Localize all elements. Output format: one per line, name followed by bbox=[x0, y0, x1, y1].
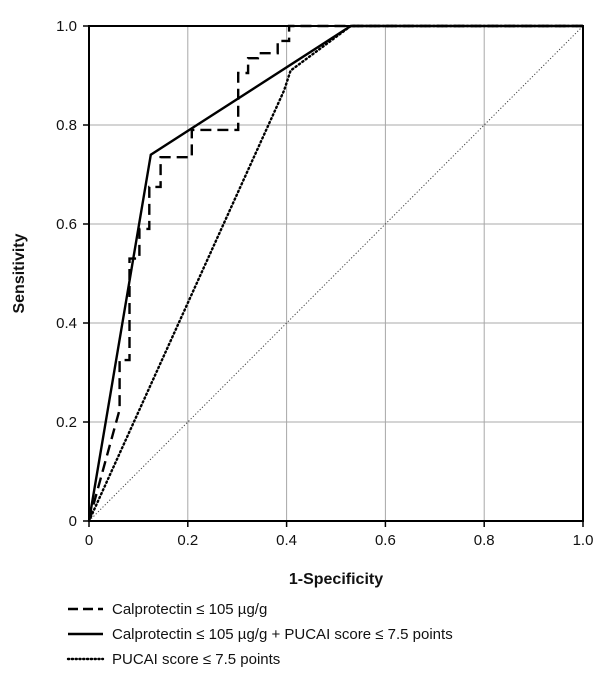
y-tick-label: 1.0 bbox=[56, 18, 77, 35]
legend: Calprotectin ≤ 105 µg/g Calprotectin ≤ 10… bbox=[66, 601, 453, 668]
legend-item-combined: Calprotectin ≤ 105 µg/g + PUCAI score ≤ … bbox=[68, 626, 453, 643]
x-tick-label: 0.4 bbox=[276, 532, 297, 549]
y-tick-label: 0 bbox=[69, 513, 77, 530]
reference-diagonal-line bbox=[88, 25, 584, 522]
legend-label: PUCAI score ≤ 7.5 points bbox=[112, 651, 280, 668]
y-axis-title: Sensitivity bbox=[11, 233, 28, 313]
x-tick-label: 0.6 bbox=[375, 532, 396, 549]
x-tick-label: 0 bbox=[85, 532, 93, 549]
y-tick-label: 0.8 bbox=[56, 117, 77, 134]
legend-item-calprotectin: Calprotectin ≤ 105 µg/g bbox=[68, 601, 267, 618]
x-axis-title: 1-Specificity bbox=[289, 571, 383, 588]
x-tick-label: 1.0 bbox=[573, 532, 594, 549]
legend-item-pucai: PUCAI score ≤ 7.5 points bbox=[66, 651, 280, 668]
plot-frame bbox=[88, 25, 584, 522]
tick-layer: 0 0.2 0.4 0.6 0.8 1.0 0 0.2 0.4 0.6 0.8 1.0 bbox=[56, 18, 593, 549]
legend-label: Calprotectin ≤ 105 µg/g bbox=[112, 601, 267, 618]
y-tick-label: 0.6 bbox=[56, 216, 77, 233]
y-tick-label: 0.2 bbox=[56, 414, 77, 431]
y-tick-label: 0.4 bbox=[56, 315, 77, 332]
legend-label: Calprotectin ≤ 105 µg/g + PUCAI score ≤ … bbox=[112, 626, 453, 643]
x-tick-label: 0.8 bbox=[474, 532, 495, 549]
reference-layer bbox=[88, 25, 584, 522]
x-tick-label: 0.2 bbox=[177, 532, 198, 549]
